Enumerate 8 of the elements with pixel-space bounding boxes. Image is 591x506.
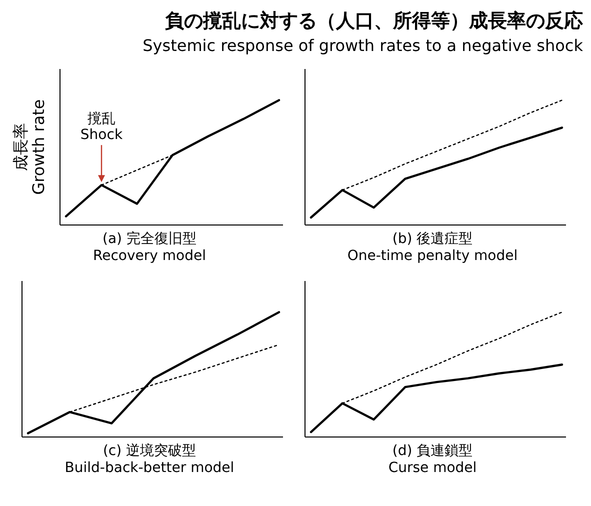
x-axis-title: (d) 負連鎖型 Curse model [388, 443, 477, 477]
annotation: 撹乱 Shock [80, 111, 124, 144]
y-axis-title: 成長率 Growth rate [11, 99, 48, 195]
x-axis-title: (c) 逆境突破型 Build-back-better model [64, 443, 234, 477]
x-axis-title: (b) 後遺症型 One-time penalty model [347, 231, 518, 265]
x-axis-title: (a) 完全復旧型 Recovery model [93, 231, 206, 265]
text: Systemic response of growth rates to a negative shock [142, 36, 583, 55]
text: 負の撹乱に対する（人口、所得等）成長率の反応 [164, 9, 583, 34]
